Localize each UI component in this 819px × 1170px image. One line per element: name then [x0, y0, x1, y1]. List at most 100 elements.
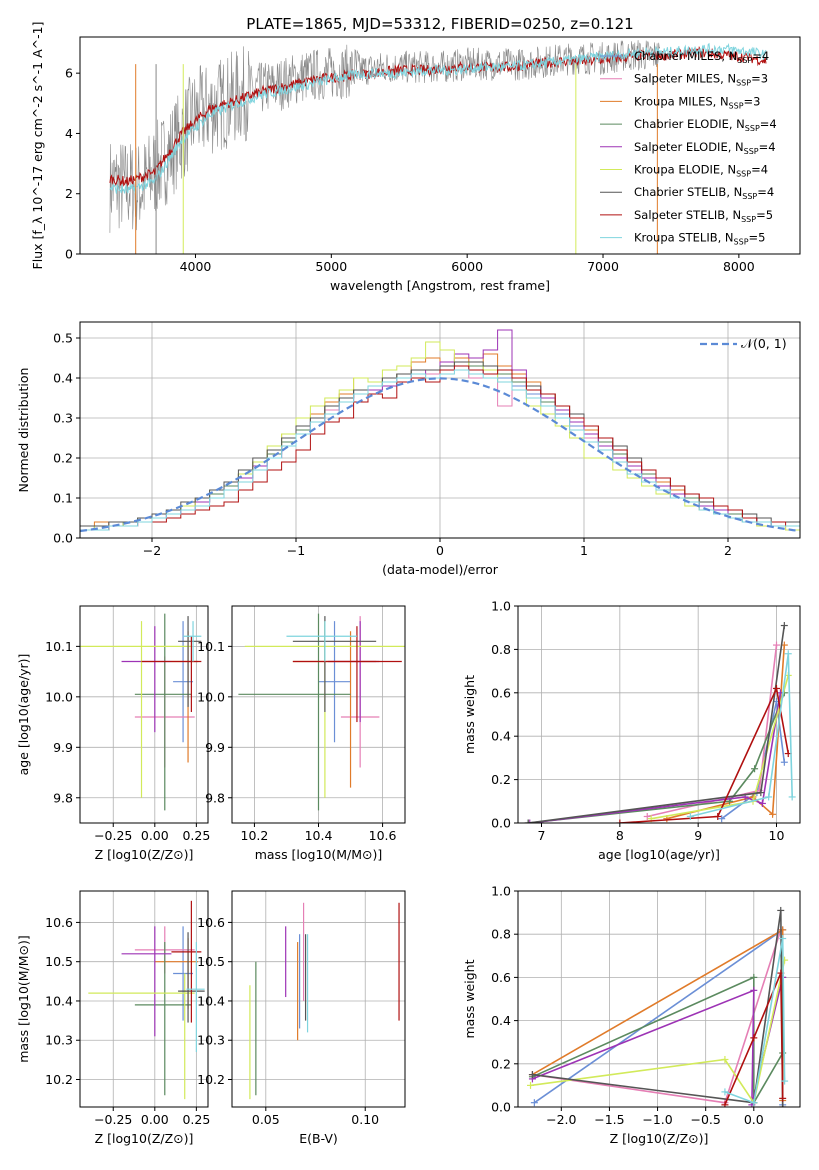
legend-value: =4 [760, 117, 777, 131]
x-tick-label: −2 [143, 543, 161, 558]
x-axis-label: Z [log10(Z/Z⊙)] [95, 1131, 194, 1146]
x-tick-label: 7000 [587, 259, 619, 274]
age-vs-Z-panel: −0.25 0.00 0.25 9.8 9.9 10.0 10.1 Z [log10(Z/Z⊙… [16, 605, 210, 862]
x-tick-label: 10.2 [241, 828, 269, 843]
spectrum-plot-area [109, 40, 767, 254]
y-tick-label: 0.5 [53, 331, 73, 346]
legend-subscript: SSP [745, 124, 760, 133]
y-tick-label: 10.2 [197, 1072, 225, 1087]
x-axis-label: age [log10(age/yr)] [598, 847, 720, 862]
legend-subscript: SSP [741, 215, 756, 224]
spectrum-panel: 4000 5000 6000 7000 8000 0 2 4 6 wavelength [Angs… [30, 22, 801, 293]
x-axis-label: Z [log10(Z/Z⊙)] [95, 847, 194, 862]
legend-subscript: SSP [736, 79, 751, 88]
y-tick-label: 10.0 [197, 689, 225, 704]
legend-value: =3 [744, 94, 761, 108]
weight-line [724, 972, 784, 1106]
legend-value: =4 [752, 49, 769, 63]
y-tick-label: 0.1 [53, 491, 73, 506]
y-tick-label: 9.8 [53, 790, 73, 805]
y-tick-label: 9.8 [205, 790, 225, 805]
y-axis-label: age [log10(age/yr)] [16, 654, 31, 776]
legend-subscript: SSP [744, 147, 759, 156]
y-tick-label: 0.2 [491, 1056, 511, 1071]
legend-label: Salpeter STELIB, NSSP=5 [634, 208, 773, 224]
y-tick-label: 0.2 [53, 451, 73, 466]
legend-label: Salpeter MILES, NSSP=3 [634, 72, 768, 88]
x-tick-label: 6000 [451, 259, 483, 274]
y-tick-label: 1.0 [491, 884, 511, 899]
x-tick-label: 0.25 [182, 1112, 210, 1127]
residuals-legend: 𝒩(0, 1) [700, 336, 787, 351]
legend-label: Kroupa ELODIE, NSSP=4 [634, 163, 768, 179]
x-tick-label: 5000 [315, 259, 347, 274]
gaussian-curve [80, 377, 800, 533]
x-tick-label: 10.6 [369, 828, 397, 843]
x-tick-label: 1 [580, 543, 588, 558]
legend-subscript: SSP [737, 56, 752, 65]
legend-label: Kroupa STELIB, NSSP=5 [634, 231, 765, 247]
x-tick-label: 0.05 [252, 1112, 280, 1127]
y-tick-label: 0.6 [491, 685, 511, 700]
residuals-plot-area [80, 329, 800, 533]
y-axis-label: mass weight [462, 675, 477, 754]
axes-frame [231, 890, 406, 1108]
y-axis-label: Normed distribution [16, 368, 31, 493]
y-tick-label: 10.3 [197, 1033, 225, 1048]
axes-frame [79, 36, 801, 255]
x-tick-label: 8 [616, 828, 624, 843]
x-tick-label: −0.5 [690, 1112, 720, 1127]
y-tick-label: 10.1 [45, 639, 73, 654]
y-tick-label: 0.3 [53, 411, 73, 426]
weight-line [619, 685, 790, 823]
y-axis-label: Flux [f_λ 10^-17 erg cm^-2 s^-1 A^-1] [30, 22, 45, 270]
legend-label: Chabrier ELODIE, NSSP=4 [634, 117, 777, 133]
age-vs-mass-panel: 10.2 10.4 10.6 9.8 9.9 10.0 10.1 mass [log10(M/… [197, 605, 406, 862]
y-tick-label: 0.8 [491, 927, 511, 942]
x-axis-label: wavelength [Angstrom, rest frame] [330, 278, 550, 293]
x-tick-label: 9 [694, 828, 702, 843]
y-axis-label: mass [log10(M/M⊙)] [16, 935, 31, 1063]
mass-vs-Z-plot-area [88, 900, 205, 1100]
y-tick-label: 0.0 [491, 816, 511, 831]
legend-value: =3 [751, 72, 768, 86]
legend-label: 𝒩(0, 1) [741, 336, 787, 351]
weight-vs-Z-plot-area [527, 906, 789, 1107]
y-tick-label: 10.2 [45, 1072, 73, 1087]
y-tick-label: 0.2 [491, 772, 511, 787]
mass-vs-EBV-plot-area [249, 902, 400, 1100]
y-tick-label: 6 [65, 66, 73, 81]
x-axis-label: Z [log10(Z/Z⊙)] [610, 1131, 709, 1146]
y-tick-label: 2 [65, 186, 73, 201]
legend-label: Chabrier MILES, NSSP=4 [634, 49, 769, 65]
histogram-step [80, 365, 800, 531]
weight-vs-age-panel: 7 8 9 10 0.0 0.2 0.4 0.6 0.8 1.0 age [log10(age/yr… [462, 599, 801, 862]
x-tick-label: 0 [436, 543, 444, 558]
weight-vs-Z-panel: −2.0 −1.5 −1.0 −0.5 0.0 0.0 0.2 0.4 0.6 0.8 1.0 Z [… [462, 884, 801, 1146]
x-tick-label: 0.0 [744, 1112, 764, 1127]
x-tick-label: 7 [538, 828, 546, 843]
legend-subscript: SSP [736, 170, 751, 179]
age-vs-mass-plot-area [238, 613, 405, 811]
legend-subscript: SSP [742, 192, 757, 201]
weight-line [533, 928, 784, 1105]
axes-frame [79, 890, 209, 1108]
x-tick-label: 0.25 [182, 828, 210, 843]
legend-value: =4 [757, 185, 774, 199]
y-tick-label: 10.1 [197, 639, 225, 654]
y-axis-label: mass weight [462, 959, 477, 1038]
spectrum-legend: Chabrier MILES, NSSP=4 Salpeter MILES, NS… [600, 49, 777, 247]
legend-value: =4 [751, 163, 768, 177]
x-tick-label: 10.4 [305, 828, 333, 843]
x-tick-label: 10 [769, 828, 785, 843]
x-tick-label: 0.10 [351, 1112, 379, 1127]
legend-value: =4 [759, 140, 776, 154]
y-tick-label: 10.3 [45, 1033, 73, 1048]
y-tick-label: 10.4 [197, 993, 225, 1008]
x-tick-label: −1.5 [594, 1112, 624, 1127]
x-tick-label: −1.0 [642, 1112, 672, 1127]
mass-vs-EBV-panel: 0.05 0.10 10.2 10.3 10.4 10.5 10.6 E(B-V) [197, 890, 406, 1146]
figure-title: PLATE=1865, MJD=53312, FIBERID=0250, z=0… [246, 15, 633, 33]
weight-line [724, 938, 786, 1104]
